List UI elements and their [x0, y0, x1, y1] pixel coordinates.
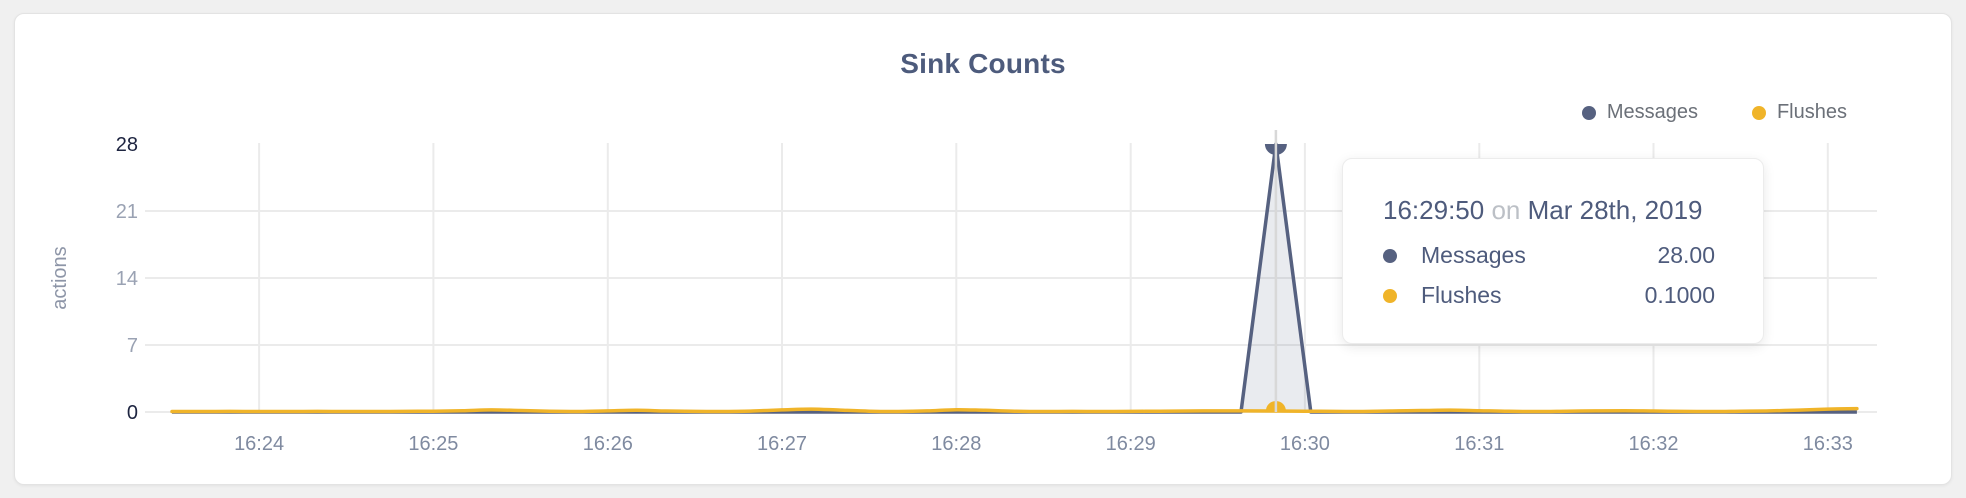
x-tick-label: 16:25 — [408, 433, 458, 455]
x-tick-label: 16:24 — [234, 433, 284, 455]
tooltip-series-label: Messages — [1421, 242, 1526, 268]
tooltip-timestamp: 16:29:50 on Mar 28th, 2019 — [1383, 195, 1703, 225]
y-tick-label: 7 — [127, 335, 138, 357]
flushes-dot-icon — [1751, 105, 1766, 120]
y-tick-label: 28 — [116, 134, 138, 156]
x-tick-label: 16:28 — [931, 433, 981, 455]
messages-dot-icon — [1383, 248, 1397, 263]
flushes-dot-icon — [1383, 288, 1397, 303]
y-tick-labels: 0 7 14 21 28 — [116, 134, 138, 424]
x-tick-label: 16:33 — [1803, 433, 1853, 455]
x-tick-label: 16:31 — [1454, 433, 1504, 455]
tooltip-series-value: 28.00 — [1657, 242, 1715, 268]
tooltip-row-messages: Messages 28.00 — [1383, 242, 1715, 269]
y-tick-label: 0 — [127, 402, 138, 424]
messages-dot-icon — [1581, 105, 1596, 120]
x-tick-labels: 16:24 16:25 16:26 16:27 16:28 16:29 16:30 16:31… — [234, 433, 1853, 455]
tooltip-series-label: Flushes — [1421, 282, 1502, 308]
legend-item-flushes[interactable]: Flushes — [1751, 101, 1847, 124]
legend-item-messages[interactable]: Messages — [1581, 101, 1698, 124]
legend-label: Messages — [1606, 101, 1698, 123]
chart-legend: Messages Flushes — [1581, 101, 1847, 124]
hover-tooltip: 16:29:50 on Mar 28th, 2019 Messages 28.0… — [1342, 158, 1764, 344]
x-tick-label: 16:27 — [757, 433, 807, 455]
x-tick-label: 16:32 — [1628, 433, 1678, 455]
chart-title: Sink Counts — [900, 48, 1066, 79]
y-tick-label: 21 — [116, 201, 138, 223]
tooltip-row-flushes: Flushes 0.1000 — [1383, 282, 1715, 309]
flushes-line — [170, 406, 1859, 414]
x-tick-label: 16:30 — [1280, 433, 1330, 455]
legend-label: Flushes — [1776, 101, 1847, 123]
x-tick-label: 16:29 — [1106, 433, 1156, 455]
tooltip-series-value: 0.1000 — [1644, 282, 1715, 308]
y-tick-label: 14 — [116, 268, 138, 290]
x-tick-label: 16:26 — [583, 433, 633, 455]
